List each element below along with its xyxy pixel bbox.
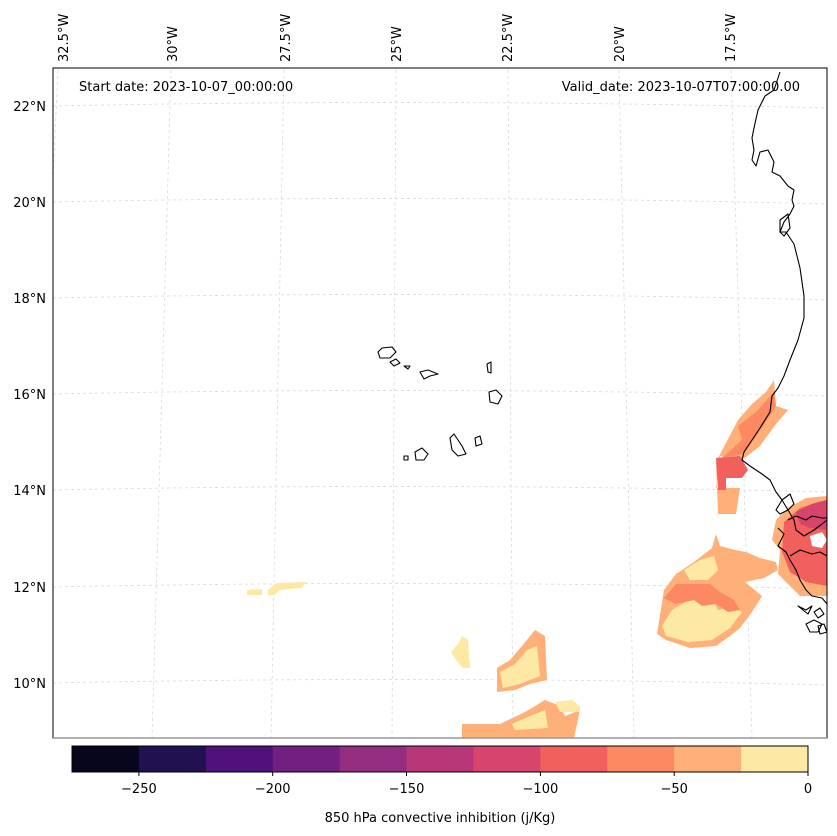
gridline-lat-22 bbox=[52, 102, 828, 109]
coast-island-2 bbox=[805, 619, 823, 633]
coast-island-3 bbox=[813, 607, 825, 619]
colorbar-swatch bbox=[473, 746, 541, 772]
lon-label: 17.5°W bbox=[724, 14, 739, 62]
gridline-lat-12 bbox=[52, 583, 828, 590]
gridline-lon-32-5 bbox=[52, 69, 59, 181]
colorbar-swatch bbox=[205, 746, 274, 772]
coast-bissau bbox=[777, 527, 828, 605]
colorbar-swatch bbox=[138, 746, 207, 772]
colorbar-swatch bbox=[72, 746, 140, 772]
colorbar-swatches bbox=[72, 746, 809, 772]
gridline-lat-20 bbox=[52, 198, 828, 205]
coast-dakar bbox=[779, 213, 791, 237]
cin-region-coast-3 bbox=[796, 500, 827, 530]
gridline-lat-18 bbox=[52, 294, 828, 301]
gridlines bbox=[52, 69, 828, 739]
coast-inlet-1 bbox=[787, 515, 827, 521]
colorbar-swatch bbox=[741, 746, 809, 772]
cin-region-east-south-core bbox=[662, 598, 742, 642]
colorbar-tick-label: −100 bbox=[523, 782, 559, 797]
cin-region-east-blob bbox=[684, 556, 718, 580]
colorbar-swatch bbox=[674, 746, 742, 772]
colorbar-label: 850 hPa convective inhibition (j/Kg) bbox=[325, 811, 556, 826]
map-panel: Start date: 2023-10-07_00:00:00 Valid_da… bbox=[52, 67, 828, 739]
cin-patch-south-1 bbox=[451, 636, 470, 668]
cin-patch-south-3 bbox=[462, 700, 580, 738]
lon-labels: 32.5°W 30°W 27.5°W 25°W 22.5°W 20°W 17.5… bbox=[57, 14, 739, 62]
colorbar: −250 −200 −150 −100 −50 0 850 hPa convec… bbox=[71, 745, 812, 826]
lat-label: 12°N bbox=[13, 581, 46, 596]
cin-region-coast-gap bbox=[810, 532, 827, 548]
lon-label: 32.5°W bbox=[57, 14, 72, 62]
cin-region-east-mid bbox=[664, 584, 740, 612]
cape-verde-sao-nicolau bbox=[419, 369, 439, 380]
lon-label: 30°W bbox=[166, 26, 181, 62]
cin-patch-west bbox=[247, 589, 262, 595]
lat-labels: 22°N 20°N 18°N 16°N 14°N 12°N 10°N bbox=[13, 100, 46, 692]
coast-inlet-2 bbox=[789, 549, 828, 557]
valid-date-annotation: Valid_date: 2023-10-07T07:00:00.00 bbox=[562, 80, 800, 95]
lat-label: 22°N bbox=[13, 100, 46, 115]
colorbar-tick-label: −200 bbox=[255, 782, 291, 797]
colorbar-swatch bbox=[406, 746, 474, 772]
africa-coastline bbox=[741, 71, 828, 537]
cape-verde-maio bbox=[474, 435, 483, 447]
lat-label: 20°N bbox=[13, 196, 46, 211]
cape-verde-santiago bbox=[449, 433, 467, 457]
cin-patch-south-4 bbox=[555, 700, 580, 712]
cin-region-east-north-3 bbox=[716, 456, 748, 490]
cape-verde-boa-vista bbox=[488, 389, 503, 405]
cin-patch-west-2 bbox=[268, 582, 307, 595]
lat-label: 18°N bbox=[13, 292, 46, 307]
coast-island-1 bbox=[797, 605, 813, 615]
colorbar-tick-label: −250 bbox=[121, 782, 157, 797]
cin-patch-south-2-core bbox=[500, 646, 540, 688]
colorbar-tick-label: −50 bbox=[660, 782, 687, 797]
cape-verde-santa-luzia bbox=[403, 365, 411, 370]
colorbar-ticks bbox=[138, 772, 809, 776]
cape-verde-santo-antao bbox=[377, 346, 397, 359]
cin-patch-south-3-core bbox=[512, 710, 548, 730]
colorbar-swatch bbox=[607, 746, 675, 772]
lon-label: 25°W bbox=[390, 26, 405, 62]
coast-gambia bbox=[775, 493, 795, 515]
gridline-lat-16 bbox=[52, 390, 828, 397]
colorbar-swatch bbox=[540, 746, 608, 772]
cape-verde-sao-vicente bbox=[389, 358, 401, 367]
colorbar-frame bbox=[71, 745, 809, 773]
lat-label: 14°N bbox=[13, 484, 46, 499]
gridline-lat-14 bbox=[52, 486, 828, 493]
lat-label: 10°N bbox=[13, 677, 46, 692]
colorbar-swatch bbox=[339, 746, 408, 772]
lon-label: 22.5°W bbox=[501, 14, 516, 62]
gridline-lat-10 bbox=[52, 679, 828, 686]
colorbar-tick-label: 0 bbox=[804, 782, 812, 797]
cin-region-east-north-2 bbox=[722, 392, 776, 458]
colorbar-swatch bbox=[272, 746, 341, 772]
lon-label: 27.5°W bbox=[279, 14, 294, 62]
start-date-annotation: Start date: 2023-10-07_00:00:00 bbox=[79, 80, 293, 95]
lon-label: 20°W bbox=[613, 26, 628, 62]
cape-verde-fogo bbox=[414, 447, 429, 461]
cin-contours bbox=[247, 380, 827, 738]
lat-label: 16°N bbox=[13, 388, 46, 403]
colorbar-tick-label: −150 bbox=[389, 782, 425, 797]
cape-verde-brava bbox=[403, 455, 409, 461]
cape-verde-sal bbox=[486, 361, 492, 374]
